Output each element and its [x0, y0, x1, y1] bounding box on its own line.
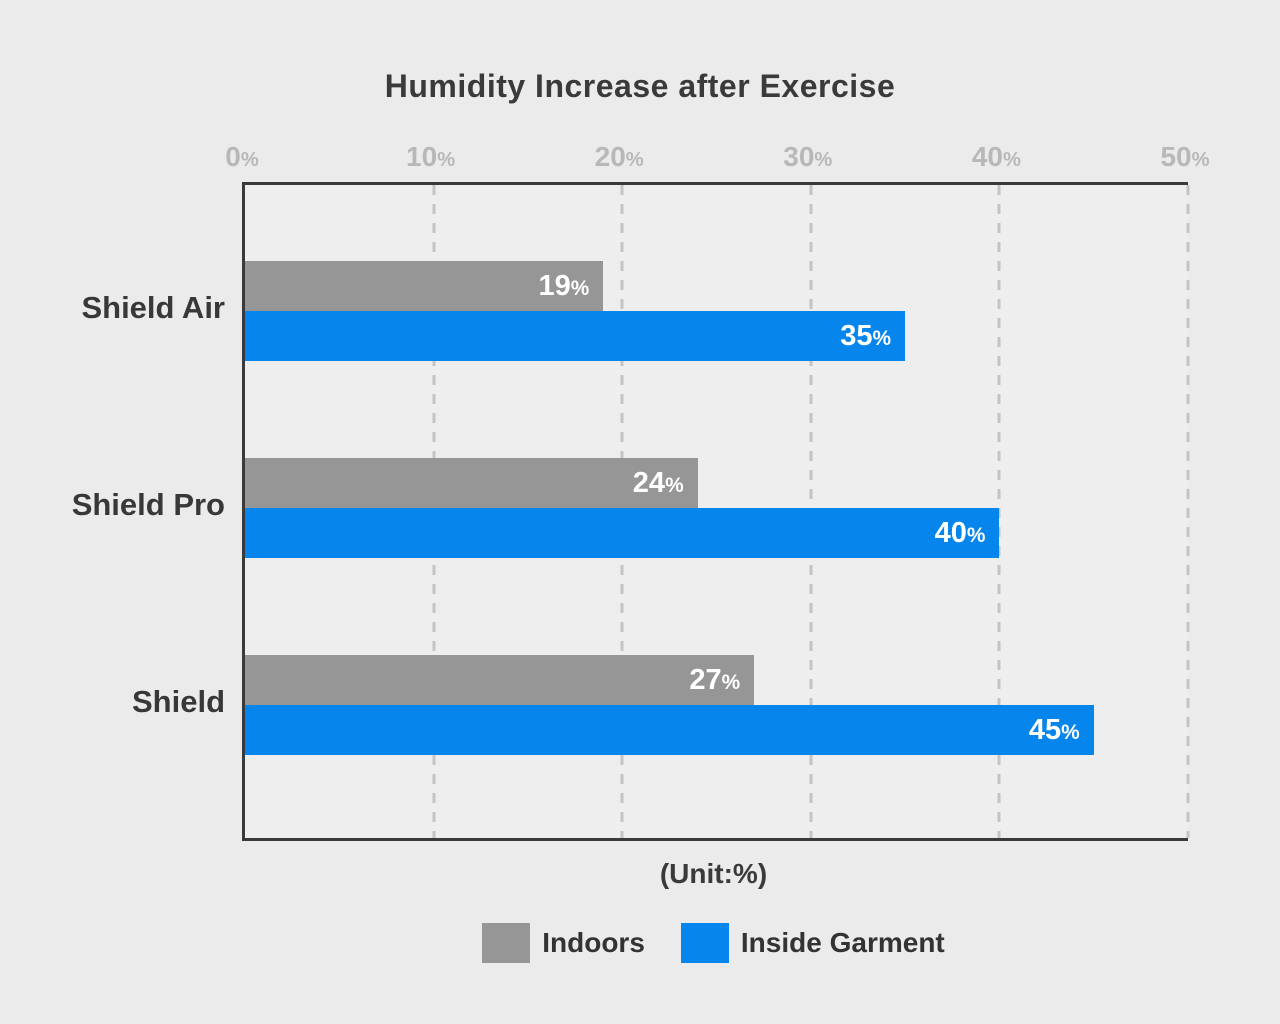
percent-sign: %	[721, 670, 741, 694]
bar-inside-garment: 40%	[245, 508, 1000, 558]
percent-sign: %	[665, 473, 684, 497]
percent-sign: %	[872, 326, 892, 350]
bar-value-label: 24%	[632, 466, 684, 499]
legend-label: Indoors	[542, 927, 645, 958]
legend: Indoors Inside Garment	[242, 918, 1185, 968]
bar-indoors: 27%	[245, 655, 755, 705]
percent-sign: %	[1003, 149, 1021, 171]
bar-indoors: 24%	[245, 458, 698, 508]
category-label: Shield Pro	[71, 487, 225, 522]
category-label: Shield	[131, 684, 225, 719]
legend-swatch	[482, 923, 531, 963]
percent-sign: %	[437, 149, 456, 171]
bar-value-label: 27%	[689, 663, 741, 696]
gridline	[1186, 185, 1190, 838]
bar-inside-garment: 35%	[245, 311, 906, 361]
x-axis-tick-label: 0%	[225, 141, 259, 172]
unit-label: (Unit:%)	[659, 858, 768, 889]
bar-value-label: 45%	[1028, 713, 1080, 746]
category-label: Shield Air	[81, 290, 225, 325]
legend-label: Inside Garment	[740, 927, 945, 958]
x-axis-tick-label: 40%	[971, 141, 1021, 172]
percent-sign: %	[240, 149, 259, 171]
percent-sign: %	[814, 149, 833, 171]
plot-area: 19% 35% 24% 40% 27% 45%	[242, 182, 1190, 841]
x-axis-tick-label: 20%	[594, 141, 644, 172]
gridline	[997, 185, 1001, 838]
x-axis-tick-label: 10%	[406, 141, 456, 172]
percent-sign: %	[1191, 149, 1210, 171]
bar-indoors: 19%	[245, 261, 604, 311]
percent-sign: %	[570, 276, 590, 300]
legend-item: Indoors	[482, 923, 645, 963]
legend-item: Inside Garment	[680, 923, 945, 963]
percent-sign: %	[966, 523, 986, 547]
bar-inside-garment: 45%	[245, 705, 1094, 755]
bar-value-label: 40%	[934, 516, 986, 549]
x-axis: 0% 10% 20% 30% 40% 50%	[225, 140, 1209, 174]
bar-value-label: 19%	[538, 269, 590, 302]
chart-title: Humidity Increase after Exercise	[384, 68, 896, 104]
x-axis-tick-label: 50%	[1160, 141, 1210, 172]
bar-value-label: 35%	[840, 319, 892, 352]
x-axis-tick-label: 30%	[783, 141, 833, 172]
legend-swatch	[680, 923, 729, 963]
percent-sign: %	[1061, 720, 1080, 744]
percent-sign: %	[625, 149, 644, 171]
